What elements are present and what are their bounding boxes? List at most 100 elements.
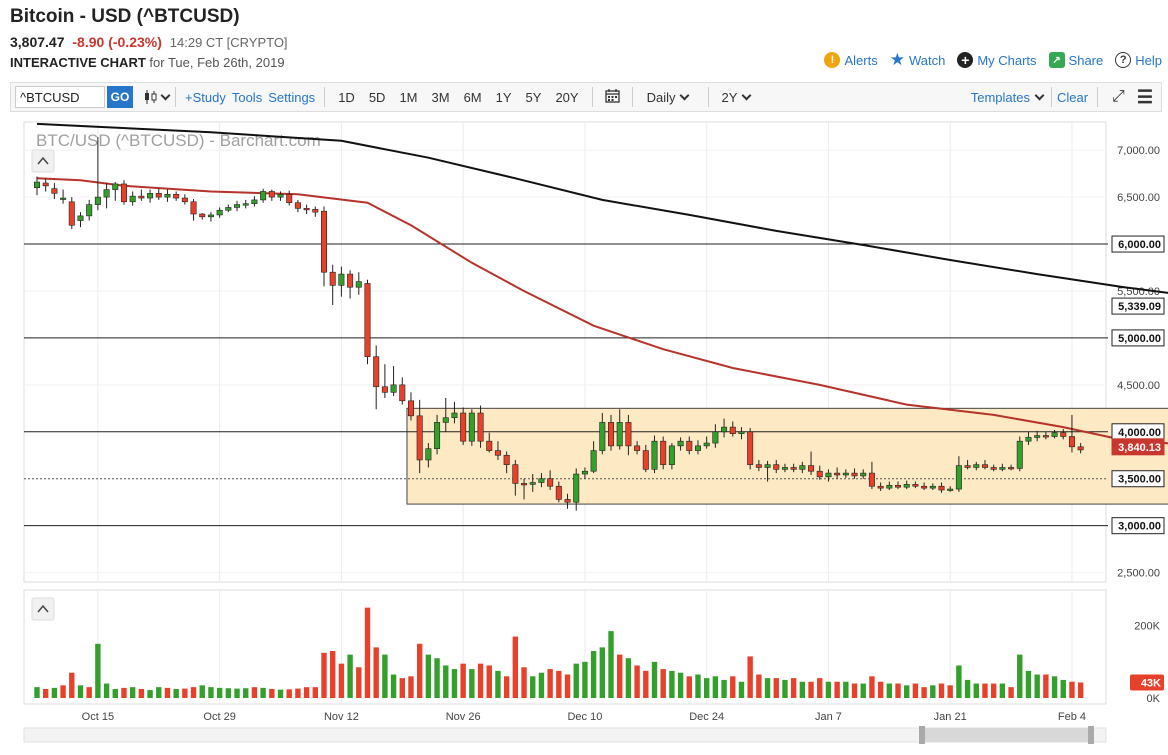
period-6m-button[interactable]: 6M [463, 89, 482, 105]
volume-bar [199, 685, 205, 698]
volume-bar [312, 687, 319, 698]
candle-body [686, 440, 693, 451]
candle-body [747, 431, 754, 465]
y-tick-label: 6,500.00 [1117, 192, 1160, 204]
interactive-chart-label: INTERACTIVE CHART [10, 55, 146, 70]
range-dropdown[interactable]: 2Y [721, 89, 752, 105]
my-charts-link[interactable]: + My Charts [957, 52, 1037, 68]
watch-link[interactable]: ★ Watch [890, 51, 946, 68]
volume-bar [69, 672, 75, 698]
candle-body [147, 193, 154, 199]
line-price-label-text: 4,000.00 [1118, 427, 1161, 439]
volume-bar [1060, 679, 1066, 698]
help-label: Help [1135, 52, 1162, 68]
clear-button[interactable]: Clear [1056, 89, 1089, 105]
ma200-label-text: 5,339.09 [1118, 301, 1161, 313]
volume-bar [173, 688, 179, 698]
volume-bar [277, 689, 284, 698]
volume-bar [564, 674, 571, 698]
share-link[interactable]: ↗ Share [1048, 52, 1103, 68]
chart-type-dropdown[interactable] [143, 89, 171, 105]
chart-watermark: BTC/USD (^BTCUSD) - Barchart.com [36, 131, 321, 150]
volume-bar [364, 607, 371, 698]
volume-bar [921, 687, 927, 698]
price-chart[interactable]: Oct 15 Oct 29 Nov 12 Nov 26 Dec 10 Dec 24 Jan … [0, 114, 1168, 750]
period-5d-button[interactable]: 5D [368, 89, 386, 105]
share-icon: ↗ [1048, 52, 1065, 68]
price-change: -8.90 (-0.23%) [72, 34, 162, 50]
period-5y-button[interactable]: 5Y [525, 89, 542, 105]
candle-body [442, 417, 449, 423]
volume-bar [825, 681, 832, 698]
settings-button[interactable]: Settings [268, 89, 316, 105]
volume-bar [373, 647, 379, 698]
study-button[interactable]: +Study [185, 89, 226, 105]
templates-dropdown[interactable]: Templates [971, 90, 1045, 105]
volume-bar [834, 681, 840, 698]
volume-bar [1077, 682, 1084, 698]
candle-body [68, 201, 75, 226]
volume-bar [129, 687, 136, 698]
chart-date: for Tue, Feb 26th, 2019 [149, 55, 285, 70]
volume-bar [295, 688, 301, 698]
collapse-button [31, 597, 55, 621]
tools-button[interactable]: Tools [231, 89, 263, 105]
line-price-label: 5,000.00 [1111, 329, 1165, 347]
volume-bar [608, 631, 614, 698]
volume-bar [112, 688, 118, 698]
chart-area[interactable]: Oct 15 Oct 29 Nov 12 Nov 26 Dec 10 Dec 24 Jan … [0, 114, 1168, 750]
volume-bar [990, 683, 997, 698]
candle-body [1068, 436, 1075, 448]
volume-bar [790, 678, 797, 698]
candle-body [468, 412, 475, 442]
help-link[interactable]: ? Help [1115, 52, 1162, 68]
candle-body [642, 450, 649, 470]
calendar-icon[interactable] [604, 88, 620, 106]
scrollbar-thumb [922, 728, 1092, 742]
menu-icon[interactable]: ☰ [1136, 86, 1153, 107]
candle-body [599, 422, 606, 451]
candle-body [677, 440, 684, 447]
chart-toolbar: GO +Study Tools Settings 1D 5D 1M 3M 6M … [10, 82, 1162, 112]
candle-body [1060, 432, 1067, 437]
symbol-input[interactable] [15, 86, 105, 108]
interval-dropdown[interactable]: Daily [647, 90, 690, 105]
alerts-link[interactable]: ! Alerts [824, 52, 878, 68]
volume-bar [234, 688, 240, 698]
candle-body [634, 445, 641, 451]
scrollbar-handle-left [919, 726, 925, 744]
volume-bar [756, 674, 762, 698]
candle-body [1077, 446, 1084, 451]
candle-body [103, 189, 110, 198]
ma200-label-box [1111, 297, 1165, 315]
candle-body [277, 193, 284, 198]
volume-bar [495, 670, 501, 698]
period-20y-button[interactable]: 20Y [555, 89, 579, 105]
volume-bar [347, 654, 353, 698]
period-3m-button[interactable]: 3M [431, 89, 450, 105]
volume-bar [712, 676, 719, 698]
candle-body [555, 485, 562, 500]
ma200-line [36, 122, 1168, 294]
volume-bar [408, 676, 414, 698]
volume-bar [512, 636, 519, 698]
candle-body [234, 204, 241, 208]
period-1m-button[interactable]: 1M [399, 89, 418, 105]
volume-bar [60, 685, 66, 698]
go-button[interactable]: GO [107, 86, 133, 108]
period-1d-button[interactable]: 1D [338, 89, 355, 105]
line-price-label-text: 5,000.00 [1118, 333, 1161, 345]
period-1y-button[interactable]: 1Y [495, 89, 512, 105]
price-panel [23, 121, 1107, 583]
x-tick-label: Oct 29 [203, 711, 235, 723]
volume-bar [521, 667, 527, 698]
volume-bar [677, 672, 684, 698]
candle-body [590, 450, 597, 472]
chevron-down-icon [1034, 90, 1045, 100]
expand-icon[interactable]: ⤢ [1112, 88, 1125, 105]
range-label: 2Y [721, 89, 738, 105]
volume-bar [895, 683, 901, 698]
volume-bar [730, 676, 736, 698]
y-tick-label: 5,500.00 [1117, 286, 1160, 298]
volume-bar [947, 685, 953, 698]
